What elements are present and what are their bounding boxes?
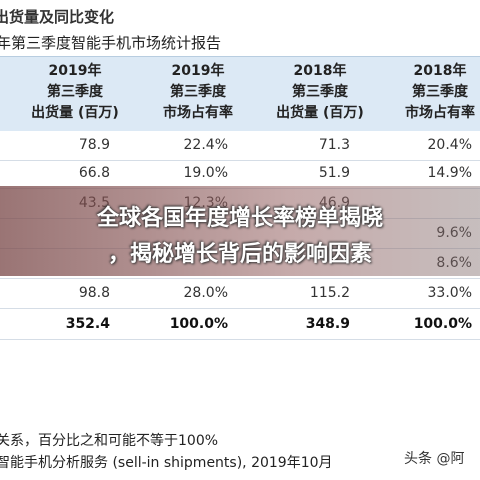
- header-line: 2019年: [48, 63, 102, 79]
- table-cell: 22.4%: [183, 137, 228, 153]
- header-line: 出货量 (百万): [31, 105, 119, 121]
- banner-line: ，揭秘增长背后的影响因素: [107, 242, 372, 267]
- header-line: 2018年: [293, 63, 347, 79]
- header-line: 2019年: [171, 63, 225, 79]
- header-line: 出货量 (百万): [276, 105, 364, 121]
- table-cell: 78.9: [78, 137, 110, 153]
- table-cell: 20.4%: [427, 137, 472, 153]
- title: 出货量及同比变化: [0, 8, 115, 26]
- header-line: 第三季度: [412, 84, 468, 100]
- table-cell: 100.0%: [413, 316, 472, 332]
- table-cell: 33.0%: [427, 285, 472, 301]
- footnote: 关系，百分比之和可能不等于100%: [0, 433, 219, 449]
- table-row: 98.8 28.0% 115.2 33.0%: [0, 278, 480, 309]
- table-cell: 28.0%: [183, 285, 228, 301]
- table-cell: 66.8: [78, 165, 110, 181]
- table-row: 352.4 100.0% 348.9 100.0%: [0, 309, 480, 340]
- header-line: 第三季度: [47, 84, 103, 100]
- table-row: 78.9 22.4% 71.3 20.4%: [0, 130, 480, 161]
- footnote: 智能手机分析服务 (sell-in shipments), 2019年10月: [0, 455, 333, 471]
- table-cell: 115.2: [309, 285, 350, 301]
- column-header: 2018年第三季度出货量 (百万): [260, 61, 380, 124]
- table-cell: 100.0%: [169, 316, 228, 332]
- table-header: 2019年 第三季度 出货量 (百万) 2019年 第三季度 市场占有率 2018年 第三季度…: [0, 56, 480, 131]
- banner: 全球各国年度增长率榜单揭晓 ，揭秘增长背后的影响因素: [0, 186, 480, 276]
- column-header: 2018年第三季度市场占有率: [380, 61, 480, 124]
- header-line: 市场占有率: [163, 105, 233, 121]
- table-row: 66.8 19.0% 51.9 14.9%: [0, 158, 480, 189]
- table-cell: 51.9: [318, 165, 350, 181]
- table-cell: 14.9%: [427, 165, 472, 181]
- watermark: 头条 @阿: [400, 446, 469, 470]
- banner-line: 全球各国年度增长率榜单揭晓: [96, 206, 383, 231]
- header-line: 市场占有率: [405, 105, 475, 121]
- header-line: 第三季度: [170, 84, 226, 100]
- table-cell: 348.9: [305, 316, 350, 332]
- table-cell: 71.3: [318, 137, 350, 153]
- table-cell: 98.8: [78, 285, 110, 301]
- column-header: 2019年第三季度出货量 (百万): [15, 61, 135, 124]
- table-cell: 19.0%: [183, 165, 228, 181]
- column-header: 2019年第三季度市场占有率: [138, 61, 258, 124]
- table-cell: 352.4: [65, 316, 110, 332]
- subtitle: 年第三季度智能手机市场统计报告: [0, 34, 222, 52]
- header-line: 2018年: [413, 63, 467, 79]
- header-line: 第三季度: [292, 84, 348, 100]
